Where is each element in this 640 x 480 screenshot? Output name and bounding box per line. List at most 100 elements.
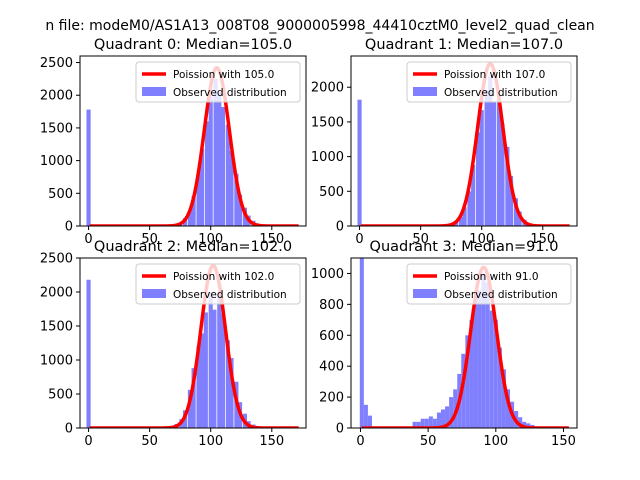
histogram-bar <box>212 309 217 428</box>
histogram-bar <box>465 335 470 428</box>
axes-frame <box>79 257 307 429</box>
histogram-bar <box>420 418 425 428</box>
chart-quadrant-3: 0 50 100 150 0 200 400 600 800 1000 Quadrant 3: Me… <box>311 239 578 449</box>
x-tick-label: 0 <box>84 434 92 449</box>
histogram-bar <box>485 282 490 428</box>
histogram-bar <box>477 290 482 428</box>
histogram-bar <box>445 406 450 428</box>
histogram-bar <box>458 216 464 226</box>
x-tick-label: 0 <box>356 434 364 449</box>
y-tick-label: 0 <box>65 422 73 437</box>
chart-title: Quadrant 2: Median=102.0 <box>94 239 292 255</box>
histogram-bar <box>424 418 429 428</box>
histogram-bar <box>208 96 213 226</box>
x-tick-label: 100 <box>198 434 223 449</box>
histogram-bar <box>522 421 527 428</box>
y-tick-label: 0 <box>336 220 344 235</box>
histogram-bar <box>229 357 234 428</box>
y-tick-label: 1500 <box>40 121 73 136</box>
y-tick-label: 1000 <box>40 154 73 169</box>
histogram-bar <box>491 102 497 226</box>
y-tick-label: 1500 <box>311 115 344 130</box>
y-tick-label: 400 <box>319 360 344 375</box>
histogram-bar <box>191 195 196 226</box>
histogram-bars <box>359 258 539 428</box>
legend-box <box>406 61 572 103</box>
legend-box <box>135 61 301 103</box>
histogram-bar <box>359 258 364 428</box>
chart-title: Quadrant 0: Median=105.0 <box>94 37 292 53</box>
x-tick-label: 50 <box>141 232 158 247</box>
histogram-bar <box>462 207 467 226</box>
y-tick-label: 2000 <box>311 81 344 96</box>
y-tick-label: 2500 <box>40 56 73 71</box>
histogram-bar <box>432 418 437 428</box>
histogram-bar <box>497 347 502 428</box>
histogram-bar <box>489 310 494 428</box>
legend-bar-label: Observed distribution <box>173 87 287 99</box>
y-tick-label: 500 <box>48 187 73 202</box>
histogram-bars <box>357 76 536 226</box>
histogram-bar <box>412 421 417 428</box>
y-tick-label: 2000 <box>40 286 73 301</box>
legend-line-label: Poission with 107.0 <box>444 69 545 81</box>
x-tick-label: 100 <box>483 434 508 449</box>
legend-bar-label: Observed distribution <box>173 289 287 301</box>
histogram-bar <box>187 389 193 428</box>
histogram-bar <box>86 109 91 226</box>
histogram-bar <box>225 124 230 226</box>
histogram-bar <box>428 416 433 428</box>
histogram-bar <box>204 121 210 226</box>
histogram-bar <box>496 99 501 226</box>
histogram-bar <box>518 417 523 428</box>
legend-bar-label: Observed distribution <box>444 87 558 99</box>
histogram-bar <box>229 150 234 226</box>
x-tick-label: 0 <box>84 232 92 247</box>
y-tick-label: 1000 <box>40 354 73 369</box>
legend-bar-swatch <box>142 289 166 298</box>
histogram-bar <box>501 369 506 428</box>
histogram-bar <box>363 404 368 428</box>
x-tick-label: 50 <box>420 434 437 449</box>
y-tick-label: 200 <box>319 391 344 406</box>
histogram-bar <box>196 173 201 226</box>
chart-title: Quadrant 3: Median=91.0 <box>370 239 559 255</box>
histogram-bar <box>508 176 514 226</box>
x-tick-label: 50 <box>412 232 429 247</box>
y-tick-label: 1500 <box>40 320 73 335</box>
histogram-bar <box>488 76 493 226</box>
histogram-bar <box>357 99 362 226</box>
histogram-bar <box>208 292 213 428</box>
y-tick-label: 0 <box>336 422 344 437</box>
histogram-bar <box>469 319 474 428</box>
x-tick-label: 0 <box>355 232 363 247</box>
legend-bar-label: Observed distribution <box>444 289 558 301</box>
histogram-bar <box>526 423 531 428</box>
legend-bar-swatch <box>142 87 166 96</box>
axes-frame <box>350 55 578 227</box>
x-tick-label: 150 <box>551 434 576 449</box>
x-tick-label: 50 <box>141 434 158 449</box>
histogram-bar <box>461 353 466 428</box>
histogram-bar <box>505 389 511 428</box>
histogram-bar <box>473 296 478 428</box>
histogram-bar <box>416 421 421 428</box>
x-tick-label: 150 <box>530 232 555 247</box>
histogram-bar <box>220 313 226 428</box>
legend: Poission with 91.0 Observed distribution <box>406 263 572 305</box>
histogram-bar <box>449 397 454 428</box>
legend: Poission with 107.0 Observed distribution <box>406 61 572 103</box>
histogram-bar <box>440 409 446 428</box>
histogram-bar <box>86 279 91 428</box>
y-tick-label: 800 <box>319 298 344 313</box>
histogram-bar <box>493 319 498 428</box>
axes-frame <box>79 55 307 227</box>
histogram-bar <box>225 340 230 428</box>
histogram-bar <box>367 415 372 428</box>
legend-bar-swatch <box>413 87 437 96</box>
axes-frame <box>350 257 578 429</box>
histogram-bar <box>213 78 218 226</box>
